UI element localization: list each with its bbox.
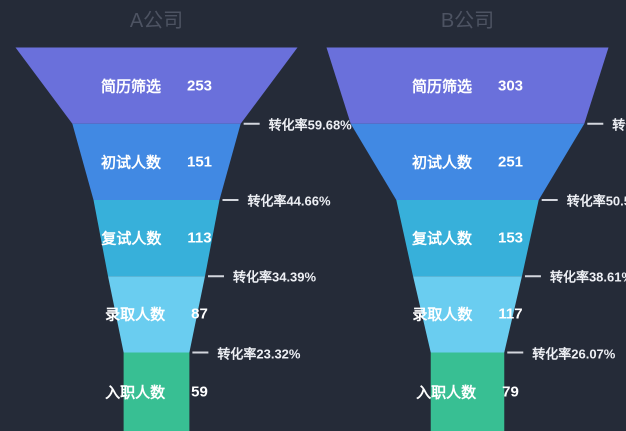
funnel-1-segment-2[interactable]	[396, 200, 539, 277]
stage-label: 初试人数 151	[101, 151, 212, 172]
funnel-1-segment-0[interactable]	[326, 47, 609, 124]
stage-label: 简历筛选 303	[412, 75, 523, 96]
stage-label: 复试人数 113	[101, 228, 211, 249]
stage-label: 入职人数 59	[105, 381, 208, 402]
stage-value: 117	[498, 305, 523, 323]
stage-name: 简历筛选	[100, 78, 161, 96]
stage-value: 253	[186, 77, 213, 95]
conversion-rate-label: 转化率38.61%	[549, 269, 626, 285]
stage-name: 入职人数	[105, 384, 166, 402]
stage-name: 录取人数	[412, 306, 473, 324]
conversion-rate-label: 转化率59.68%	[268, 117, 352, 133]
stage-value: 113	[187, 229, 212, 247]
funnel-0-segment-1[interactable]	[72, 123, 241, 200]
stage-value: 59	[191, 383, 208, 401]
stage-name: 复试人数	[411, 230, 472, 248]
stage-name: 初试人数	[100, 154, 161, 172]
stage-name: 简历筛选	[411, 78, 472, 96]
stage-label: 录取人数 87	[105, 304, 208, 325]
stage-label: 入职人数 79	[416, 381, 519, 402]
stage-label: 复试人数 153	[412, 228, 523, 249]
stage-value: 251	[497, 153, 524, 171]
conversion-rate-label: 转化率26.07%	[532, 346, 616, 361]
stage-value: 303	[497, 77, 524, 95]
stage-value: 151	[186, 153, 213, 171]
conversion-rate-label: 转化率23.32%	[217, 346, 301, 361]
funnel-1-segment-4[interactable]	[430, 352, 505, 431]
funnel-0-segment-4[interactable]	[123, 352, 190, 431]
stage-value: 87	[191, 305, 208, 323]
stage-value: 153	[497, 229, 524, 247]
funnel-1-segment-3[interactable]	[413, 276, 522, 353]
chart-title-company-b: B公司	[440, 10, 495, 32]
stage-label: 录取人数 117	[412, 304, 522, 325]
stage-name: 录取人数	[105, 306, 166, 324]
funnel-1-segment-1[interactable]	[350, 123, 585, 200]
funnel-0-segment-3[interactable]	[108, 276, 205, 353]
stage-value: 79	[502, 383, 519, 401]
conversion-rate-label: 转化率44.66%	[247, 193, 331, 209]
funnel-0-segment-0[interactable]	[15, 47, 298, 124]
stage-label: 初试人数 251	[412, 151, 523, 172]
stage-name: 初试人数	[411, 154, 472, 172]
conversion-rate-label: 转化率34.39%	[232, 269, 317, 285]
stage-name: 入职人数	[416, 384, 477, 402]
conversion-rate-label: 转化率50.50%	[566, 193, 626, 209]
stage-label: 简历筛选 253	[101, 75, 212, 96]
funnel-0-segment-2[interactable]	[93, 200, 220, 277]
stage-name: 复试人数	[101, 230, 162, 248]
conversion-rate-label: 转化率82.84%	[612, 117, 626, 133]
chart-title-company-a: A公司	[129, 10, 184, 32]
